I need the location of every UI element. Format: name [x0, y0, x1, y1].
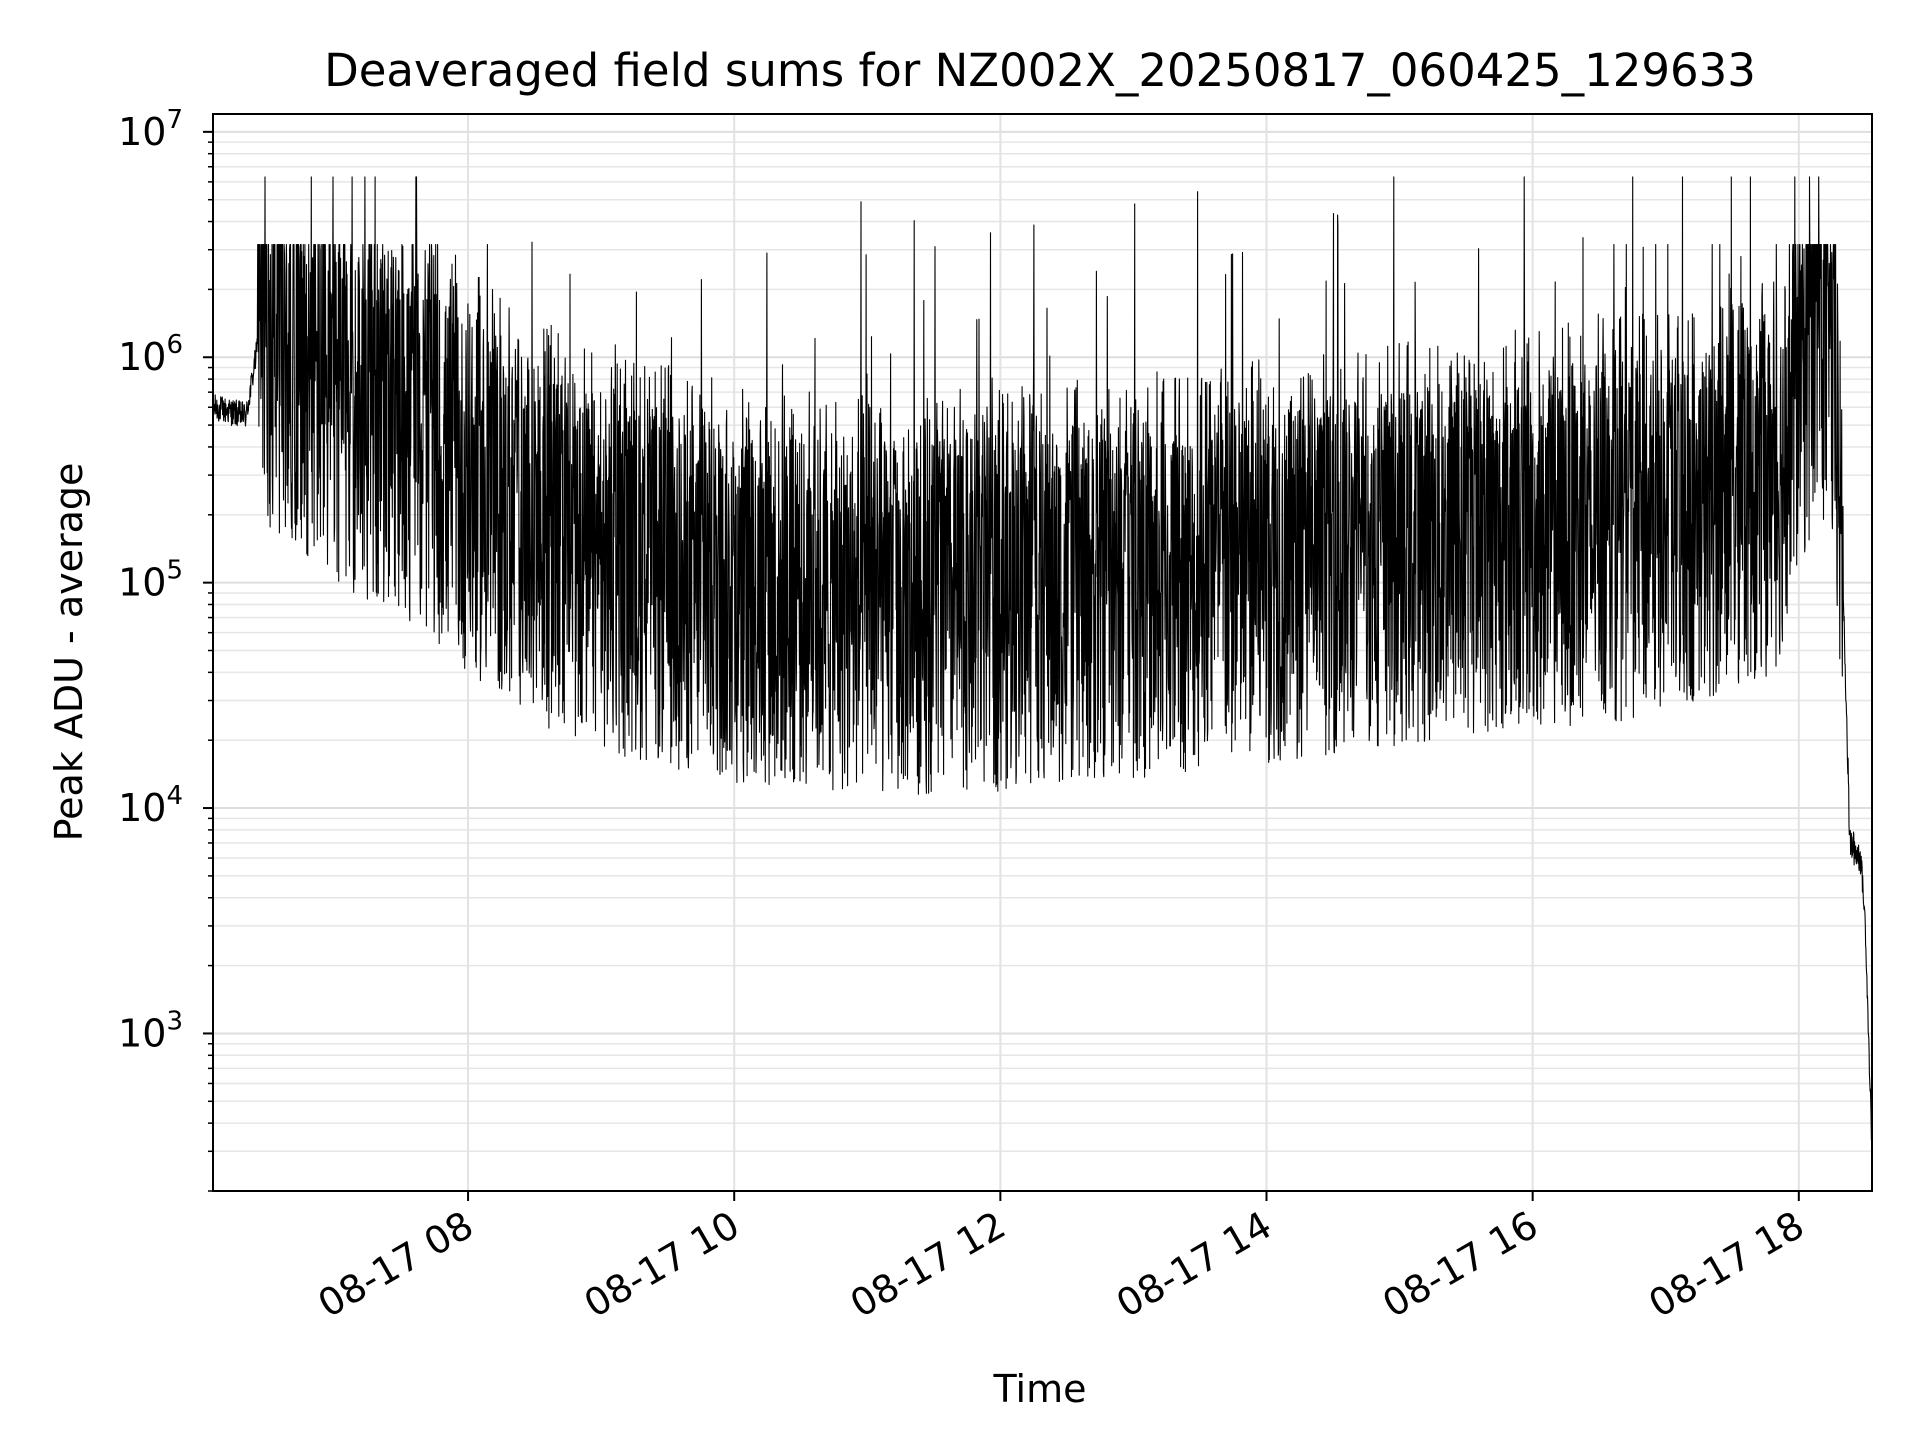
plot-frame	[212, 113, 1873, 1192]
y-tick-label: 106	[118, 330, 183, 379]
y-tick-label: 105	[118, 556, 183, 605]
series-line	[212, 176, 1873, 1153]
y-tick-label: 104	[118, 781, 183, 830]
y-tick-label: 107	[118, 105, 183, 154]
data-series	[212, 176, 1873, 1153]
x-axis-label: Time	[993, 1367, 1087, 1411]
chart-title: Deaveraged field sums for NZ002X_2025081…	[324, 44, 1756, 97]
y-axis-label: Peak ADU - average	[47, 463, 91, 842]
y-axis: 103 104 105 106 107	[118, 105, 213, 1192]
y-tick-label: 103	[118, 1006, 183, 1055]
